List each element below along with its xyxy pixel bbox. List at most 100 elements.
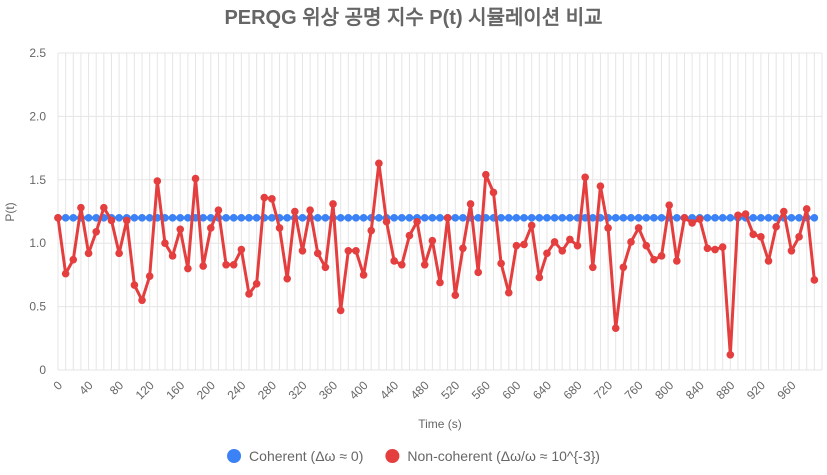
data-point	[398, 260, 406, 269]
data-point	[436, 214, 444, 222]
data-point	[344, 214, 353, 222]
grid	[57, 52, 823, 371]
data-point	[229, 214, 238, 222]
data-point	[550, 214, 559, 222]
data-point	[474, 268, 483, 277]
data-point	[321, 263, 330, 272]
data-point	[92, 214, 100, 222]
data-point	[642, 214, 651, 222]
data-point	[566, 214, 574, 222]
data-point	[634, 214, 643, 222]
data-point	[329, 200, 337, 208]
data-point	[260, 193, 269, 202]
data-point	[436, 278, 444, 287]
legend-marker[interactable]	[385, 449, 400, 463]
data-point	[527, 214, 536, 222]
data-point	[504, 288, 513, 297]
data-point	[283, 214, 292, 222]
data-point	[497, 259, 505, 268]
data-point	[229, 260, 238, 269]
data-point	[459, 244, 467, 253]
data-point	[54, 214, 62, 222]
data-point	[504, 214, 513, 222]
x-tick-label: 560	[469, 378, 493, 402]
y-axis-title: P(t)	[3, 202, 17, 221]
x-tick-label: 240	[224, 378, 248, 402]
data-point	[634, 224, 643, 232]
data-point	[520, 214, 528, 222]
data-point	[459, 214, 467, 222]
data-point	[138, 214, 146, 222]
x-tick-label: 680	[561, 378, 585, 402]
x-tick-label: 480	[408, 378, 432, 402]
data-point	[92, 227, 100, 236]
data-point	[566, 235, 574, 244]
x-tick-label: 200	[194, 378, 218, 402]
x-tick-label: 440	[377, 378, 401, 402]
data-point	[703, 244, 712, 253]
data-point	[780, 207, 788, 216]
data-point	[642, 241, 651, 250]
data-point	[367, 226, 376, 235]
data-point	[535, 214, 544, 222]
x-tick-label: 280	[255, 378, 279, 402]
data-point	[619, 214, 628, 222]
data-point	[596, 182, 605, 190]
data-point	[298, 247, 307, 255]
data-point	[428, 214, 437, 222]
data-point	[84, 214, 93, 222]
data-point	[627, 238, 635, 246]
data-point	[153, 177, 162, 185]
y-tick-label: 2.0	[29, 109, 46, 123]
x-tick-label: 880	[713, 378, 737, 402]
data-point	[673, 214, 681, 222]
data-point	[130, 214, 139, 222]
x-axis-title: Time (s)	[418, 417, 462, 431]
data-point	[168, 252, 177, 260]
data-point	[711, 245, 719, 254]
data-point	[757, 233, 765, 241]
data-point	[191, 174, 200, 183]
chart-title: PERQG 위상 공명 지수 P(t) 시뮬레이션 비교	[224, 6, 602, 29]
data-point	[535, 273, 544, 282]
data-point	[726, 350, 735, 359]
x-tick-label: 920	[744, 378, 768, 402]
data-point	[718, 214, 727, 222]
data-point	[550, 238, 559, 246]
data-point	[703, 214, 712, 222]
data-point	[130, 281, 139, 289]
data-point	[245, 290, 253, 298]
data-point	[138, 296, 146, 305]
data-point	[589, 214, 597, 222]
data-point	[352, 214, 360, 222]
data-point	[413, 217, 421, 226]
data-point	[581, 173, 589, 182]
data-point	[390, 214, 398, 222]
x-tick-label: 160	[163, 378, 187, 402]
data-point	[726, 214, 735, 222]
data-point	[115, 249, 123, 258]
data-point	[214, 206, 223, 215]
data-point	[795, 233, 803, 241]
data-point	[810, 276, 819, 284]
data-point	[344, 247, 353, 255]
legend-marker[interactable]	[227, 449, 242, 463]
data-point	[543, 249, 551, 258]
data-point	[764, 214, 773, 222]
data-point	[145, 214, 154, 222]
data-point	[306, 206, 314, 215]
x-tick-label: 520	[438, 378, 462, 402]
x-tick-label: 760	[622, 378, 646, 402]
x-tick-label: 320	[286, 378, 310, 402]
data-point	[222, 260, 230, 269]
x-tick-label: 0	[50, 378, 65, 393]
data-point	[802, 205, 811, 213]
data-point	[283, 274, 292, 283]
data-point	[161, 239, 169, 247]
data-point	[741, 210, 750, 218]
data-point	[420, 260, 429, 269]
y-tick-label: 1.5	[29, 173, 46, 187]
data-point	[443, 214, 452, 222]
data-point	[336, 306, 345, 315]
